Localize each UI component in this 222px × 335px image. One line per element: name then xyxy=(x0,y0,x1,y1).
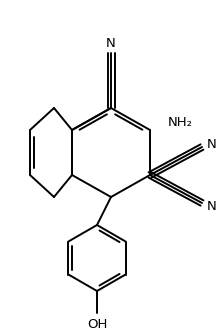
Text: N: N xyxy=(207,200,217,212)
Text: N: N xyxy=(106,37,116,50)
Text: N: N xyxy=(207,137,217,150)
Text: OH: OH xyxy=(87,319,107,332)
Text: NH₂: NH₂ xyxy=(168,116,193,129)
